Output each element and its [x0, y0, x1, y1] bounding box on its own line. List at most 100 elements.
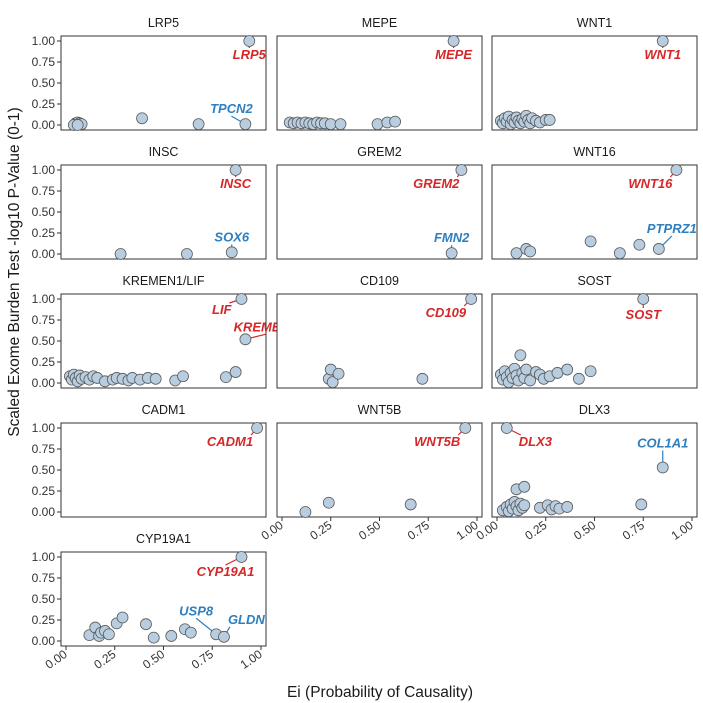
scatter-point [524, 374, 537, 387]
panel-title: INSC [149, 145, 179, 159]
points [322, 293, 478, 389]
gene-label-fmn2: FMN2 [434, 230, 470, 245]
gene-label-lif: LIF [212, 302, 233, 317]
point-labels: DLX3 COL1A1 [506, 427, 688, 468]
scatter-point [235, 293, 248, 305]
scatter-point [218, 630, 230, 643]
gene-label-usp8: USP8 [179, 603, 214, 618]
scatter-point [71, 119, 84, 131]
scatter-point [116, 611, 129, 624]
panel-frame [276, 35, 483, 131]
scatter-point [520, 363, 533, 376]
gene-label-cyp19a1: CYP19A1 [197, 564, 255, 579]
scatter-point [584, 365, 597, 378]
y-tick-label: 0.50 [32, 334, 56, 348]
panel-frame [60, 422, 267, 518]
scatter-point [184, 626, 197, 639]
gene-label-grem2: GREM2 [413, 176, 460, 191]
scatter-point [177, 370, 189, 383]
points [283, 35, 460, 131]
points [494, 35, 669, 131]
scatter-point [518, 480, 531, 493]
scatter-point [561, 501, 574, 513]
panel-title: DLX3 [579, 403, 610, 417]
gene-label-lrp5: LRP5 [233, 47, 267, 62]
scatter-point [334, 118, 347, 131]
scatter-point [404, 498, 417, 511]
panel-frame [60, 164, 267, 260]
scatter-point [656, 35, 669, 47]
panel-frame [60, 35, 267, 131]
points [251, 422, 264, 434]
y-tick-label: 1.00 [32, 292, 56, 306]
points [64, 293, 252, 388]
x-tick-label: 0.50 [140, 647, 167, 672]
scatter-point [371, 118, 384, 131]
panel-title: WNT16 [573, 145, 615, 159]
scatter-point [136, 112, 148, 125]
panel-title: WNT1 [577, 16, 612, 30]
x-tick-label: 0.25 [522, 518, 549, 543]
scatter-point [389, 115, 402, 128]
gene-label-dlx3: DLX3 [519, 434, 553, 449]
scatter-point [299, 506, 312, 518]
x-tick-label: 0.50 [571, 518, 598, 543]
scatter-point [455, 164, 468, 176]
panel-grem2: GREM2 GREM2 FMN2 [276, 145, 483, 260]
panel-wnt1: WNT1 WNT1 [491, 16, 698, 131]
panel-title: SOST [577, 274, 611, 288]
scatter-point [229, 366, 242, 378]
gene-label-wnt1: WNT1 [644, 47, 681, 62]
panel-cd109: CD109 CD109 [276, 274, 483, 389]
scatter-point [637, 293, 650, 305]
panel-title: CYP19A1 [136, 532, 191, 546]
gene-label-ptprz1: PTPRZ1 [647, 221, 697, 236]
gene-label-col1a1: COL1A1 [637, 435, 688, 450]
panels-group: LRP50.000.250.500.751.00LRP5TPCN2MEPEMEP… [32, 16, 698, 672]
scatter-point [332, 367, 345, 380]
panel-frame [276, 164, 483, 260]
scatter-point [573, 372, 585, 385]
scatter-point [633, 238, 646, 251]
x-tick-label: 0.75 [620, 518, 647, 543]
panel-wnt16: WNT16 WNT16 PTPRZ1 [491, 145, 698, 260]
panel-title: KREMEN1/LIF [123, 274, 205, 288]
panel-lrp5: LRP5 0.00 0.25 0.50 0.75 1.00 LRP5 TPCN2 [32, 16, 267, 132]
y-tick-label: 0.00 [32, 118, 56, 132]
point-labels: INSC SOX6 [214, 170, 252, 253]
scatter-point [235, 551, 248, 563]
scatter-point [465, 293, 478, 305]
gene-label-tpcn2: TPCN2 [210, 101, 253, 116]
points [67, 35, 256, 131]
scatter-point [147, 631, 160, 644]
gene-label-mepe: MEPE [435, 47, 472, 62]
x-tick-label: 1.00 [238, 647, 265, 672]
gene-label-insc: INSC [220, 176, 252, 191]
x-tick-label: 0.75 [189, 647, 216, 672]
y-tick-label: 0.50 [32, 76, 56, 90]
points [114, 164, 242, 260]
panel-title: LRP5 [148, 16, 179, 30]
scatter-point [447, 35, 460, 47]
y-tick-label: 0.75 [32, 442, 56, 456]
scatter-point [459, 422, 472, 434]
scatter-point [322, 496, 335, 509]
scatter-point [243, 35, 256, 47]
x-tick-label: 0.00 [474, 518, 501, 543]
panel-frame [276, 422, 483, 518]
points [496, 422, 669, 518]
y-tick-label: 0.75 [32, 55, 56, 69]
scatter-point [225, 246, 238, 259]
panel-insc: INSC 0.00 0.25 0.50 0.75 1.00 INSC SOX6 [32, 145, 267, 261]
scatter-point [510, 247, 523, 260]
gene-label-gldn: GLDN [228, 612, 265, 627]
points [445, 164, 468, 260]
gene-label-cd109: CD109 [426, 305, 467, 320]
x-tick-label: 0.25 [307, 518, 334, 543]
scatter-point [613, 247, 626, 260]
scatter-point [149, 372, 162, 385]
scatter-point [543, 114, 556, 126]
gene-label-sost: SOST [626, 307, 662, 322]
y-tick-label: 0.25 [32, 355, 56, 369]
points [299, 422, 472, 518]
